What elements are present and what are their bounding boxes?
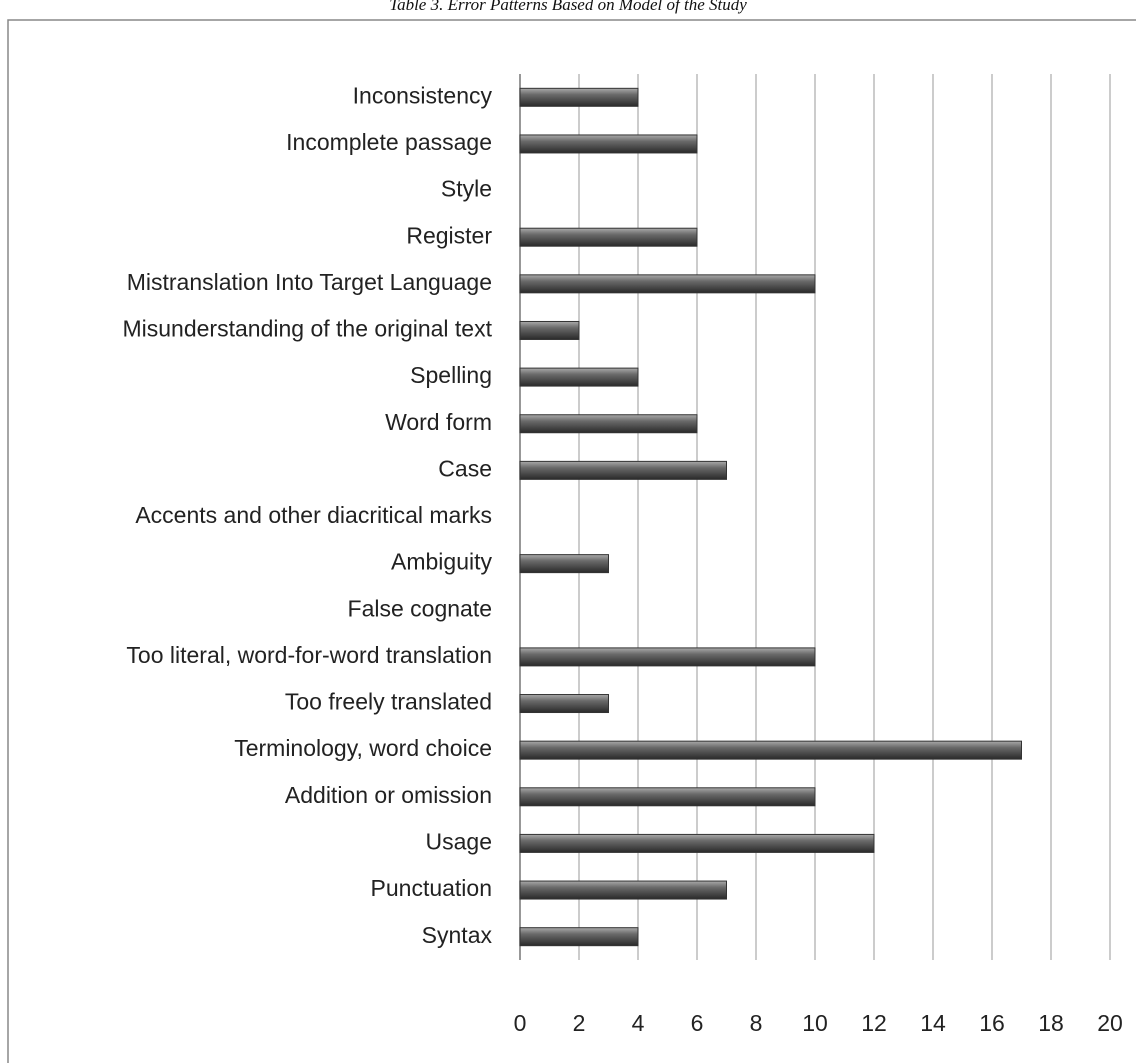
bar: [519, 367, 639, 387]
bar: [519, 414, 698, 434]
y-tick-label: Word form: [385, 409, 492, 435]
bar: [519, 134, 698, 154]
y-tick-label: Accents and other diacritical marks: [135, 502, 492, 528]
y-tick-label: Register: [406, 222, 492, 248]
y-tick-label: Too freely translated: [285, 689, 492, 715]
y-tick-label: Inconsistency: [353, 82, 493, 108]
y-tick-label: Ambiguity: [391, 549, 492, 575]
bar: [519, 833, 875, 853]
bar: [519, 787, 816, 807]
y-tick-label: Mistranslation Into Target Language: [127, 269, 492, 295]
x-tick-label: 8: [750, 1010, 763, 1036]
x-tick-label: 12: [861, 1010, 887, 1036]
x-tick-label: 6: [691, 1010, 704, 1036]
bar: [519, 227, 698, 247]
x-tick-label: 14: [920, 1010, 946, 1036]
y-tick-label: Misunderstanding of the original text: [123, 316, 493, 342]
y-tick-label: Spelling: [410, 362, 492, 388]
bar: [519, 694, 609, 714]
x-tick-label: 4: [632, 1010, 645, 1036]
bar: [519, 927, 639, 947]
x-tick-label: 20: [1097, 1010, 1123, 1036]
y-tick-label: Punctuation: [371, 875, 492, 901]
chart-title: Table 3. Error Patterns Based on Model o…: [389, 0, 747, 14]
x-tick-label: 16: [979, 1010, 1005, 1036]
y-tick-label: Case: [438, 455, 492, 481]
bar: [519, 87, 639, 107]
y-tick-label: Addition or omission: [285, 782, 492, 808]
bar: [519, 740, 1022, 760]
x-tick-label: 10: [802, 1010, 828, 1036]
bar: [519, 880, 727, 900]
bar: [519, 320, 580, 340]
y-tick-label: Too literal, word-for-word translation: [126, 642, 492, 668]
x-tick-label: 2: [573, 1010, 586, 1036]
bar: [519, 554, 609, 574]
bar: [519, 274, 816, 294]
y-tick-label: Style: [441, 176, 492, 202]
bar: [519, 647, 816, 667]
x-tick-label: 0: [514, 1010, 527, 1036]
bar: [519, 460, 727, 480]
chart-frame: [7, 19, 1136, 1063]
y-tick-label: Incomplete passage: [286, 129, 492, 155]
y-tick-label: Syntax: [422, 922, 493, 948]
x-tick-label: 18: [1038, 1010, 1064, 1036]
y-tick-label: Usage: [426, 828, 492, 854]
y-tick-label: Terminology, word choice: [234, 735, 492, 761]
y-tick-label: False cognate: [348, 595, 492, 621]
